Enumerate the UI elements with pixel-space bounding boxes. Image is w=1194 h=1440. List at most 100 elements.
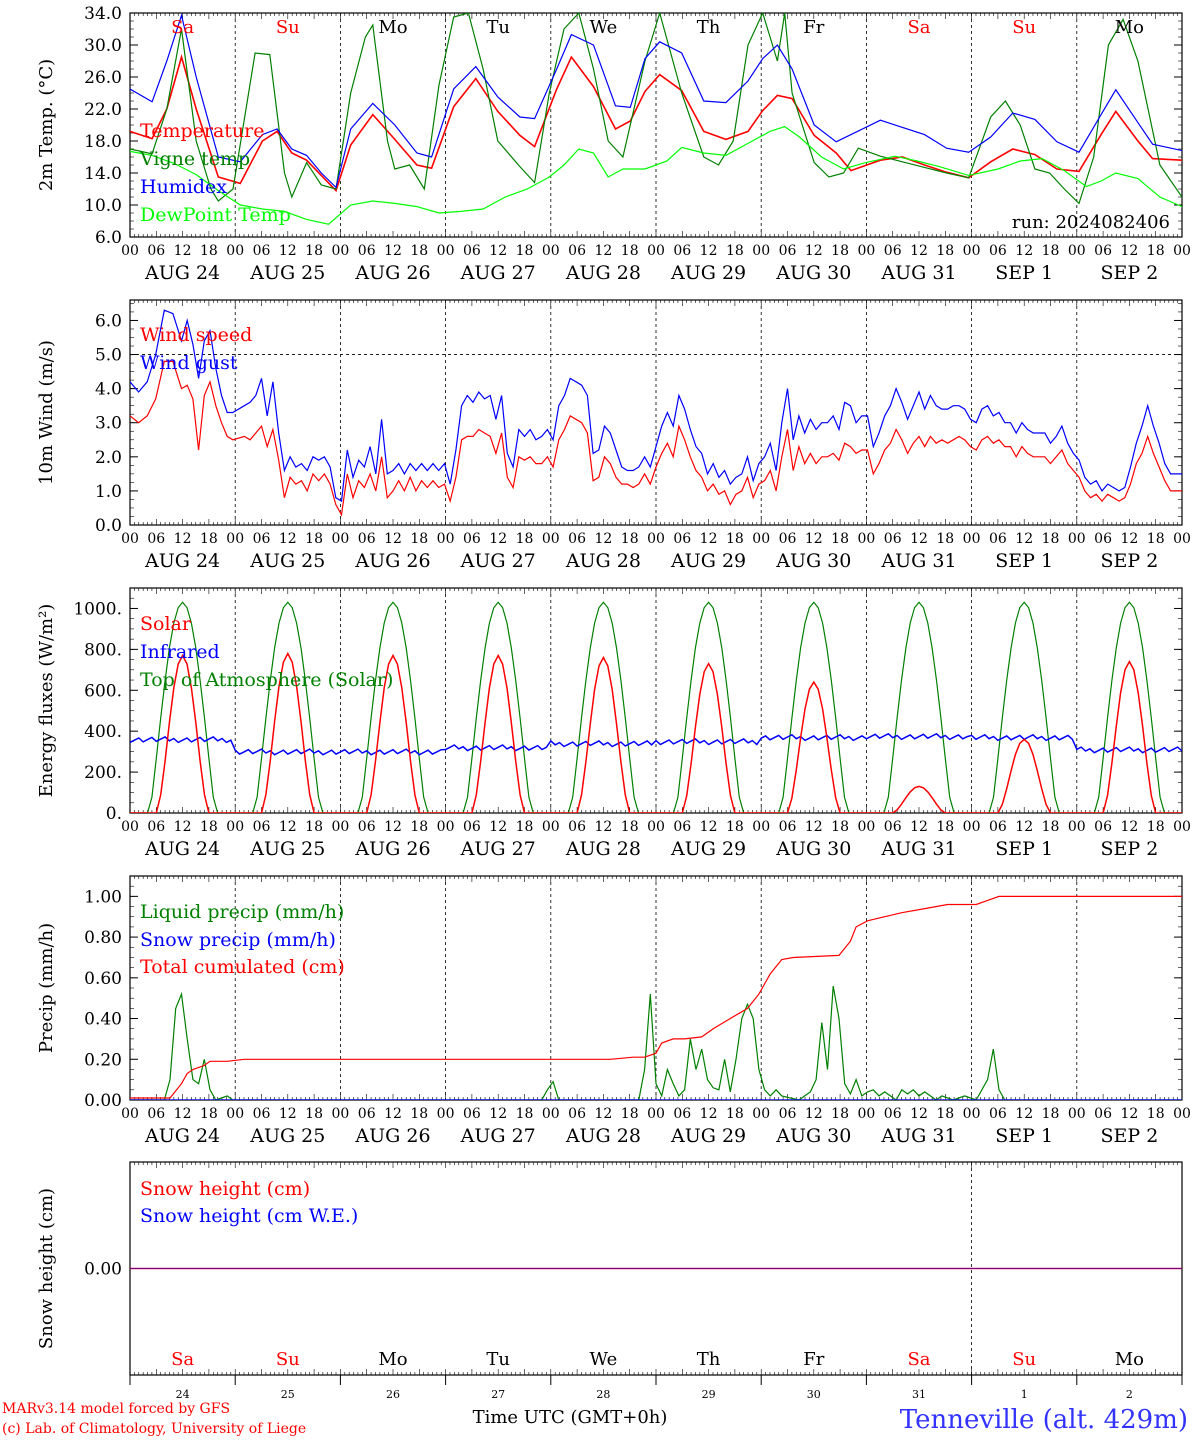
- y-tick-label: 600.: [84, 681, 122, 701]
- hour-tick-label: 12: [384, 819, 402, 835]
- hour-tick-label: 06: [358, 243, 376, 259]
- hour-tick-label: 06: [253, 1106, 271, 1122]
- hour-tick-label: 18: [1042, 819, 1060, 835]
- weekday-label: Th: [697, 17, 721, 38]
- y-tick-label: 0.: [106, 804, 122, 824]
- hour-tick-label: 18: [621, 819, 639, 835]
- series-line-wind-speed: [130, 360, 1182, 517]
- day-label: AUG 24: [144, 1125, 220, 1147]
- hour-tick-label: 00: [857, 819, 875, 835]
- hour-tick-label: 06: [147, 1106, 165, 1122]
- y-tick-label: 34.0: [84, 4, 122, 24]
- hour-tick-label: 06: [358, 1106, 376, 1122]
- hour-tick-label: 18: [726, 1106, 744, 1122]
- hour-tick-label: 06: [673, 819, 691, 835]
- y-tick-label: 400.: [84, 722, 122, 742]
- hour-tick-label: 00: [647, 531, 665, 547]
- hour-tick-label: 18: [516, 819, 534, 835]
- y-tick-label: 30.0: [84, 36, 122, 56]
- day-number-label: 26: [386, 1388, 400, 1401]
- hour-tick-label: 06: [147, 243, 165, 259]
- hour-tick-label: 12: [1120, 819, 1138, 835]
- hour-tick-label: 18: [305, 243, 323, 259]
- series-group: [130, 601, 1182, 813]
- hour-tick-label: 18: [516, 531, 534, 547]
- hour-tick-label: 06: [1094, 531, 1112, 547]
- weekday-label: Sa: [171, 17, 194, 38]
- hour-tick-label: 18: [305, 819, 323, 835]
- series-group: [130, 309, 1182, 517]
- y-tick-label: 200.: [84, 763, 122, 783]
- hour-tick-label: 12: [1120, 243, 1138, 259]
- hour-tick-label: 12: [1120, 531, 1138, 547]
- hour-tick-label: 00: [1173, 243, 1191, 259]
- hour-tick-label: 06: [568, 1106, 586, 1122]
- hour-tick-label: 00: [1173, 819, 1191, 835]
- hour-tick-label: 12: [174, 243, 192, 259]
- hour-tick-label: 06: [1094, 1106, 1112, 1122]
- series-group: [130, 13, 1182, 225]
- day-number-label: 24: [176, 1388, 190, 1401]
- weekday-label: Su: [1012, 17, 1036, 38]
- hour-tick-label: 06: [358, 819, 376, 835]
- hour-tick-label: 06: [673, 531, 691, 547]
- day-label: SEP 2: [1100, 1125, 1158, 1147]
- day-label: SEP 2: [1100, 838, 1158, 860]
- hour-tick-label: 06: [463, 243, 481, 259]
- hour-tick-label: 06: [568, 243, 586, 259]
- hour-tick-label: 00: [121, 1106, 139, 1122]
- hour-tick-label: 12: [910, 531, 928, 547]
- hour-tick-label: 18: [936, 819, 954, 835]
- series-line-vigne-temp: [130, 13, 1182, 205]
- hour-tick-label: 12: [594, 1106, 612, 1122]
- legend-entry: Snow precip (mm/h): [140, 929, 336, 951]
- hour-tick-label: 06: [568, 819, 586, 835]
- hour-tick-label: 18: [410, 243, 428, 259]
- y-tick-label: 6.0: [95, 311, 122, 331]
- time-axis-label: Time UTC (GMT+0h): [473, 1407, 668, 1428]
- hour-tick-label: 00: [542, 819, 560, 835]
- weekday-label: Mo: [1115, 1349, 1144, 1370]
- legend-entry: Infrared: [140, 641, 220, 663]
- hour-tick-label: 06: [779, 531, 797, 547]
- hour-tick-label: 12: [910, 819, 928, 835]
- hour-tick-label: 00: [647, 819, 665, 835]
- hour-tick-label: 18: [831, 819, 849, 835]
- day-label: SEP 2: [1100, 550, 1158, 572]
- weekday-label: Sa: [907, 17, 930, 38]
- hour-tick-label: 18: [1042, 531, 1060, 547]
- weekday-label: Mo: [1115, 17, 1144, 38]
- hour-tick-label: 18: [726, 243, 744, 259]
- hour-tick-label: 12: [384, 243, 402, 259]
- hour-tick-label: 18: [200, 531, 218, 547]
- legend-entry: Snow height (cm W.E.): [140, 1205, 358, 1227]
- weekday-label: Mo: [378, 17, 407, 38]
- hour-tick-label: 06: [989, 1106, 1007, 1122]
- hour-tick-label: 00: [963, 819, 981, 835]
- weekday-label: Fr: [803, 17, 824, 38]
- hour-tick-label: 12: [910, 1106, 928, 1122]
- hour-tick-label: 06: [884, 531, 902, 547]
- hour-tick-label: 06: [1094, 819, 1112, 835]
- hour-tick-label: 18: [936, 531, 954, 547]
- hour-tick-label: 06: [779, 1106, 797, 1122]
- y-axis-label: Snow height (cm): [36, 1188, 57, 1349]
- y-axis-label: Precip (mm/h): [36, 923, 57, 1053]
- hour-tick-label: 06: [884, 1106, 902, 1122]
- day-label: AUG 26: [354, 838, 430, 860]
- legend-entry: Total cumulated (cm): [140, 956, 345, 978]
- hour-tick-label: 06: [463, 531, 481, 547]
- day-label: AUG 27: [460, 550, 536, 572]
- hour-tick-label: 06: [989, 819, 1007, 835]
- day-label: AUG 31: [880, 1125, 956, 1147]
- y-tick-label: 4.0: [95, 380, 122, 400]
- hour-tick-label: 12: [279, 1106, 297, 1122]
- hour-tick-label: 12: [594, 531, 612, 547]
- series-line-humidex: [130, 13, 1182, 189]
- y-tick-label: 800.: [84, 640, 122, 660]
- hour-tick-label: 00: [437, 531, 455, 547]
- hour-tick-label: 06: [358, 531, 376, 547]
- series-line-total-cumulated-cm-: [130, 895, 1182, 1099]
- legend-entry: Solar: [140, 613, 192, 635]
- hour-tick-label: 18: [410, 1106, 428, 1122]
